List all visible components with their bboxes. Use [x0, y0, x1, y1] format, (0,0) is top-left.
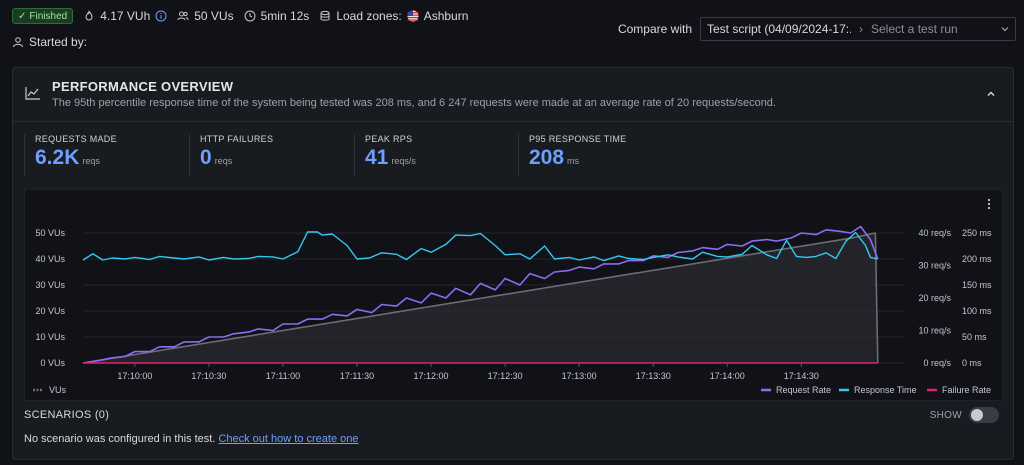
legend-label: Failure Rate — [942, 385, 991, 395]
x-tick-label: 17:12:30 — [488, 371, 523, 381]
compare-label: Compare with — [617, 22, 692, 36]
performance-overview-panel: PERFORMANCE OVERVIEW The 95th percentile… — [12, 67, 1014, 460]
x-tick-label: 17:14:30 — [784, 371, 819, 381]
panel-divider — [13, 121, 1013, 122]
flame-icon — [83, 10, 95, 22]
stat-value: 0 — [200, 146, 212, 169]
x-tick-label: 17:11:00 — [266, 371, 300, 381]
stat-unit: ms — [567, 156, 580, 166]
user-icon — [12, 36, 24, 48]
create-scenario-link[interactable]: Check out how to create one — [218, 433, 359, 445]
chart-svg: 0 VUs 10 VUs 20 VUs 30 VUs 40 VUs 50 VUs 0 req… — [33, 225, 992, 395]
scenarios-message: No scenario was configured in this test.… — [24, 433, 358, 445]
started-by: Started by: — [12, 35, 87, 49]
vus-value: 50 VUs — [194, 9, 234, 23]
stat-p95-response-time: P95 RESPONSE TIME 208 ms — [518, 134, 626, 176]
stat-value: 41 — [365, 146, 389, 169]
x-tick-label: 17:13:00 — [562, 371, 597, 381]
stat-unit: reqs — [214, 156, 233, 166]
y-mid-tick-label: 10 req/s — [918, 326, 951, 336]
legend-vus-label: VUs — [49, 385, 67, 395]
stat-http-failures: HTTP FAILURES 0 reqs — [189, 134, 273, 176]
clock-icon — [244, 10, 256, 22]
toggle-knob — [971, 409, 983, 421]
performance-chart[interactable]: 0 VUs 10 VUs 20 VUs 30 VUs 40 VUs 50 VUs 0 req… — [24, 189, 1003, 401]
stat-label: HTTP FAILURES — [200, 134, 274, 144]
compare-with: Compare with Test script (04/09/2024-17:… — [618, 17, 1016, 41]
y-left-tick-label: 10 VUs — [35, 332, 65, 342]
database-icon — [319, 10, 331, 22]
no-scenario-text: No scenario was configured in this test. — [24, 433, 216, 445]
load-zone-value: Ashburn — [423, 9, 469, 23]
y-right-tick-label: 0 ms — [962, 358, 982, 368]
stat-value: 208 — [529, 146, 565, 169]
vuh-meta: 4.17 VUh — [83, 9, 167, 23]
y-right-tick-label: 200 ms — [962, 254, 992, 264]
select-test-run-dropdown[interactable]: Select a test run — [871, 22, 958, 36]
line-chart-icon — [25, 86, 41, 103]
x-tick-label: 17:11:30 — [340, 371, 374, 381]
stat-unit: reqs — [82, 156, 100, 166]
duration-meta: 5min 12s — [244, 9, 310, 23]
stat-requests-made: REQUESTS MADE 6.2K reqs — [24, 134, 117, 176]
load-zones-label: Load zones: — [336, 9, 402, 23]
users-icon — [177, 10, 189, 22]
us-flag-icon — [407, 10, 419, 22]
x-tick-label: 17:14:00 — [710, 371, 745, 381]
stat-label: PEAK RPS — [365, 134, 413, 144]
status-badge: ✓ Finished — [12, 8, 74, 24]
load-zones-meta: Load zones: Ashburn — [319, 9, 468, 23]
stat-unit: reqs/s — [391, 156, 416, 166]
duration-value: 5min 12s — [260, 9, 310, 23]
y-left-tick-label: 40 VUs — [35, 254, 65, 264]
stat-label: REQUESTS MADE — [35, 134, 117, 144]
y-left-tick-label: 0 VUs — [40, 358, 65, 368]
test-run-summary-bar: ✓ Finished 4.17 VUh 50 VUs 5min 12s Load… — [12, 8, 468, 24]
series-vus — [82, 232, 879, 364]
y-right-tick-label: 100 ms — [962, 306, 992, 316]
x-tick-label: 17:10:00 — [117, 371, 152, 381]
stat-label: P95 RESPONSE TIME — [529, 134, 627, 144]
legend-label: Response Time — [854, 385, 917, 395]
show-scenarios-toggle[interactable] — [969, 407, 999, 423]
compare-selector[interactable]: Test script (04/09/2024-17:... › Select … — [700, 17, 1016, 41]
vus-area — [83, 233, 878, 363]
show-scenarios: SHOW — [930, 407, 999, 423]
stat-value: 6.2K — [35, 146, 80, 169]
collapse-chevron-icon[interactable] — [985, 88, 997, 103]
x-tick-label: 17:10:30 — [191, 371, 226, 381]
more-options-icon[interactable] — [987, 198, 991, 213]
started-by-label: Started by: — [29, 35, 88, 49]
status-text: Finished — [29, 10, 68, 22]
scenarios-title: SCENARIOS (0) — [24, 409, 110, 421]
stat-peak-rps: PEAK RPS 41 reqs/s — [354, 134, 416, 176]
panel-title: PERFORMANCE OVERVIEW — [52, 79, 234, 94]
vus-meta: 50 VUs — [177, 9, 234, 23]
y-mid-tick-label: 30 req/s — [918, 261, 951, 271]
y-left-tick-label: 50 VUs — [35, 228, 65, 238]
y-right-tick-label: 150 ms — [962, 280, 992, 290]
series-request-rate — [82, 225, 879, 364]
y-left-tick-label: 30 VUs — [35, 280, 65, 290]
legend-label: Request Rate — [776, 385, 831, 395]
series-response-time — [82, 231, 878, 262]
y-mid-tick-label: 0 req/s — [923, 358, 951, 368]
y-right-tick-label: 250 ms — [962, 228, 992, 238]
y-mid-tick-label: 40 req/s — [918, 228, 951, 238]
x-tick-label: 17:12:00 — [414, 371, 449, 381]
y-left-tick-label: 20 VUs — [35, 306, 65, 316]
check-icon: ✓ — [18, 10, 27, 22]
chevron-down-icon[interactable] — [995, 24, 1015, 34]
y-mid-tick-label: 20 req/s — [918, 293, 951, 303]
compare-current-run[interactable]: Test script (04/09/2024-17:... — [707, 22, 851, 36]
chevron-right-icon: › — [859, 22, 863, 36]
panel-description: The 95th percentile response time of the… — [52, 97, 776, 109]
vuh-value: 4.17 VUh — [100, 9, 151, 23]
y-right-tick-label: 50 ms — [962, 332, 987, 342]
info-icon[interactable] — [155, 10, 167, 22]
show-label: SHOW — [929, 409, 962, 421]
x-tick-label: 17:13:30 — [636, 371, 671, 381]
